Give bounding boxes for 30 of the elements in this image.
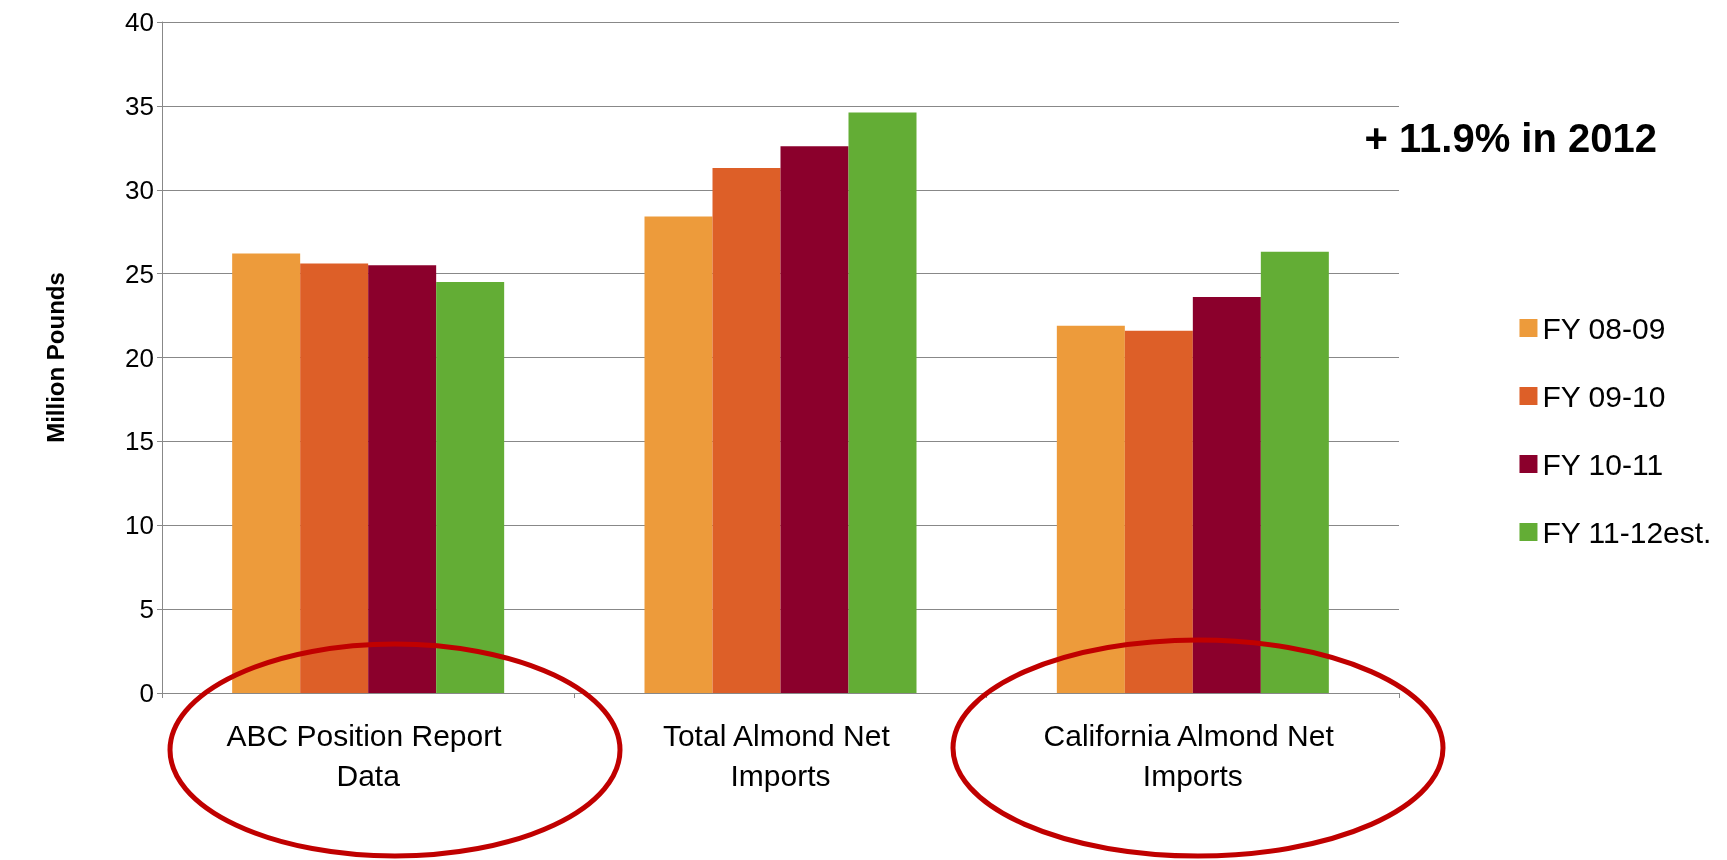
legend-label: FY 08-09 (1542, 311, 1666, 345)
legend-label: FY 10-11 (1542, 447, 1664, 481)
legend-label: FY 09-10 (1542, 379, 1666, 413)
bar (780, 146, 849, 693)
y-tick-label: 40 (125, 7, 154, 37)
y-tick-label: 0 (139, 678, 154, 708)
bar (712, 167, 781, 693)
bar (368, 265, 437, 693)
bar (436, 282, 505, 693)
x-tick-label: California Almond Net Imports (1043, 718, 1343, 792)
bar (1260, 251, 1329, 693)
bar (232, 253, 301, 693)
x-tick-label: Total Almond Net Imports (662, 718, 899, 792)
bar (1192, 297, 1261, 693)
y-axis-title: Million Pounds (41, 272, 69, 443)
bar (1124, 330, 1193, 693)
bar (300, 263, 369, 693)
bar (644, 216, 713, 693)
y-tick-label: 15 (125, 426, 154, 457)
y-tick-label: 25 (125, 258, 154, 289)
y-tick-label: 5 (139, 594, 154, 625)
legend-label: FY 11-12est. (1542, 515, 1712, 549)
y-tick-label: 30 (125, 174, 154, 205)
annotation: + 11.9% in 2012 (1364, 116, 1658, 160)
x-tick-label: ABC Position Report Data (226, 718, 510, 792)
bar (848, 112, 917, 693)
y-tick-label: 10 (125, 510, 154, 541)
y-tick-label: 35 (125, 90, 154, 121)
bar (1056, 325, 1125, 693)
y-tick-label: 20 (125, 342, 154, 373)
